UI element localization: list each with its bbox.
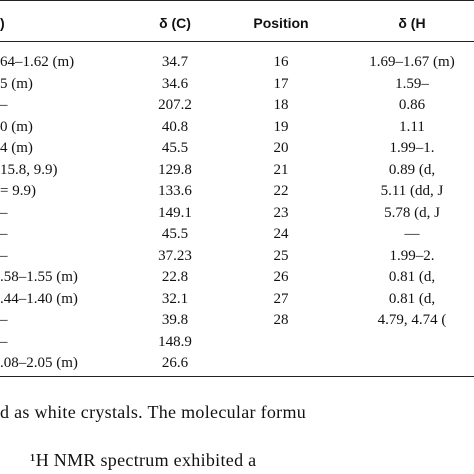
- table-cell: 34.6: [161, 75, 189, 92]
- table-cell: 20: [273, 140, 289, 156]
- table-cell: 0.81 (d,: [388, 290, 436, 307]
- table-cell: 17: [273, 75, 289, 92]
- table-cell: 133.6: [158, 183, 192, 199]
- table-cell: 24: [273, 226, 289, 242]
- table-cell: 22.8: [161, 269, 189, 285]
- table-cell: 23: [273, 204, 289, 221]
- table-cell: 1.59–: [395, 75, 429, 92]
- table-cell: 64–1.62 (m): [0, 54, 75, 70]
- header-rule: [0, 41, 474, 42]
- table-cell: 149.1: [158, 204, 192, 221]
- table-cell: 0.89 (d,: [388, 161, 436, 178]
- table-cell: 15.8, 9.9): [0, 161, 58, 178]
- table-cell: 19: [273, 118, 289, 135]
- table-cell: 5 (m): [0, 75, 33, 92]
- table-cell: 1.11: [399, 118, 425, 135]
- table-cell: 0.81 (d,: [388, 269, 436, 285]
- table-cell: 40.8: [161, 118, 189, 135]
- table-cell: .08–2.05 (m): [0, 355, 78, 371]
- table-cell: 1.99–1.: [389, 140, 435, 156]
- table-cell: –: [0, 204, 8, 221]
- table-cell: 45.5: [161, 226, 189, 242]
- table-cell: 26.6: [161, 355, 189, 371]
- header-cell: Position: [253, 15, 309, 31]
- bottom-rule: [0, 376, 474, 377]
- header-cell: ): [0, 15, 5, 31]
- table-cell: 32.1: [161, 290, 189, 307]
- table-cell: –: [0, 247, 8, 264]
- table-cell: 4 (m): [0, 140, 33, 156]
- table-cell: 34.7: [161, 54, 189, 70]
- table-cell: = 9.9): [0, 183, 36, 199]
- paragraph-line: ¹H NMR spectrum exhibited a: [30, 450, 257, 470]
- table-cell: 129.8: [158, 161, 192, 178]
- table-cell: 1.69–1.67 (m): [369, 54, 455, 70]
- table-cell: 0 (m): [0, 118, 33, 135]
- table-cell: 25: [273, 247, 289, 264]
- table-cell: –: [0, 226, 8, 242]
- table-cell: 148.9: [158, 333, 192, 350]
- table-cell: 18: [273, 97, 289, 113]
- table-cell: 4.79, 4.74 (: [377, 312, 447, 328]
- header-cell: δ (H: [398, 15, 426, 31]
- table-cell: 207.2: [158, 97, 192, 113]
- table-cell: 45.5: [161, 140, 189, 156]
- table-cell: –: [0, 312, 8, 328]
- table-cell: 27: [273, 290, 289, 307]
- top-rule: [0, 0, 474, 1]
- table-cell: 22: [273, 183, 289, 199]
- header-cell: δ (C): [159, 15, 191, 31]
- table-cell: 0.86: [398, 97, 426, 113]
- table-cell: –: [0, 333, 8, 350]
- table-cell: .58–1.55 (m): [0, 269, 78, 285]
- table-cell: 5.11 (dd, J: [380, 183, 444, 199]
- table-cell: —: [404, 226, 420, 242]
- table-cell: 5.78 (d, J: [384, 204, 440, 221]
- table-cell: 16: [273, 54, 289, 70]
- table-cell: 28: [273, 312, 289, 328]
- table-cell: .44–1.40 (m): [0, 290, 78, 307]
- paragraph-line: d as white crystals. The molecular formu: [0, 402, 307, 422]
- table-cell: 39.8: [161, 312, 189, 328]
- table-cell: 21: [273, 161, 289, 178]
- table-cell: 37.23: [158, 247, 192, 264]
- table-cell: 26: [273, 269, 289, 285]
- table-cell: –: [0, 97, 8, 113]
- table-cell: 1.99–2.: [389, 247, 435, 264]
